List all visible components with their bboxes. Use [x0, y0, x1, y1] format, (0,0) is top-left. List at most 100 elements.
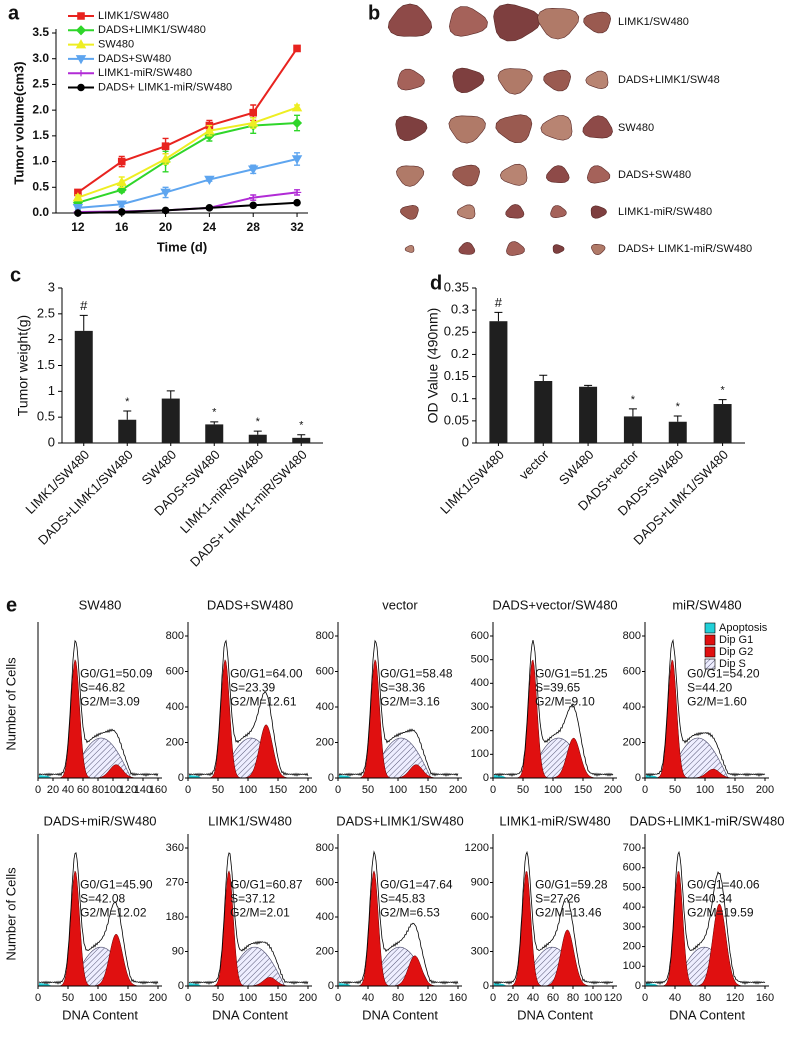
- x-tick-label: 160: [756, 992, 774, 1004]
- y-tick-label: 0.15: [444, 368, 469, 383]
- stat-text: G0/G1=54.20: [687, 667, 760, 681]
- y-tick-label: 270: [166, 876, 184, 888]
- legend-label: Dip G1: [719, 634, 753, 646]
- tumor-image: [586, 165, 611, 184]
- legend-label: Dip S: [719, 658, 746, 670]
- plot-title: DADS+LIMK1/SW480: [336, 813, 464, 828]
- y-tick-label: 2.5: [32, 77, 49, 91]
- x-tick-label: 140: [134, 784, 152, 796]
- stat-text: G0/G1=58.48: [380, 667, 453, 681]
- stat-text: S=23.39: [230, 681, 275, 695]
- stat-text: G0/G1=60.87: [230, 877, 303, 891]
- y-tick-label: 1.5: [37, 357, 55, 372]
- stat-text: G2/M=2.01: [230, 905, 290, 919]
- tumor-group-label: DADS+LIMK1/SW48: [618, 74, 720, 86]
- histogram-outline: [645, 638, 766, 778]
- legend-swatch: [704, 646, 716, 658]
- x-tick-label: 120: [119, 784, 137, 796]
- marker: [161, 206, 170, 215]
- y-tick-label: 0: [328, 772, 334, 784]
- error-bar: [494, 311, 503, 322]
- y-tick-label: 700: [623, 842, 641, 854]
- histogram-outline: [338, 850, 459, 986]
- histogram-outline: [338, 639, 459, 777]
- x-tick-label: 12: [71, 220, 85, 234]
- apoptosis-area: [39, 775, 52, 778]
- y-tick-label: 400: [316, 911, 334, 923]
- y-tick-label: 1: [48, 383, 55, 398]
- x-tick-label: 100: [389, 784, 407, 796]
- histogram-outline: [493, 639, 614, 777]
- y-tick-label: 300: [471, 701, 489, 713]
- bar: [668, 421, 687, 443]
- bar: [292, 437, 311, 443]
- legend-label: DADS+LIMK1/SW480: [98, 24, 206, 36]
- stat-text: G2/M=12.02: [80, 905, 147, 919]
- x-tick-label: 50: [517, 784, 529, 796]
- apoptosis-area: [189, 983, 202, 986]
- tumor-group-label: SW480: [618, 122, 654, 134]
- x-tick-label: 40: [62, 784, 74, 796]
- marker: [75, 39, 87, 49]
- tumor-group-label: DADS+SW480: [618, 169, 691, 181]
- y-tick-label: 0.5: [37, 409, 55, 424]
- y-tick-label: 800: [166, 630, 184, 642]
- tumor-image: [505, 204, 525, 219]
- x-axis-label: Time (d): [157, 239, 207, 254]
- x-tick-label: 120: [726, 992, 744, 1004]
- x-tick-label: 200: [149, 992, 167, 1004]
- y-tick-label: 400: [316, 701, 334, 713]
- plot-title: miR/SW480: [672, 597, 741, 612]
- x-tick-label: vector: [516, 446, 552, 482]
- y-tick-label: 0: [483, 772, 489, 784]
- x-tick-label: 50: [669, 784, 681, 796]
- x-axis-label: DNA Content: [517, 1007, 593, 1022]
- x-tick-label: 50: [62, 992, 74, 1004]
- tumor-image: [449, 6, 488, 37]
- panel-letter: b: [368, 2, 380, 24]
- x-tick-label: 150: [269, 784, 287, 796]
- error-bar: [718, 399, 727, 405]
- marker: [116, 176, 127, 186]
- bar: [74, 330, 93, 443]
- y-tick-label: 800: [316, 630, 334, 642]
- x-tick-label: 200: [449, 784, 467, 796]
- marker: [247, 117, 259, 127]
- y-tick-label: 0.2: [451, 346, 469, 361]
- tumor-image: [396, 165, 425, 187]
- dip-s-area: [189, 737, 308, 779]
- error-bar: [539, 374, 548, 381]
- y-tick-label: 400: [166, 701, 184, 713]
- tumor-image: [404, 245, 415, 253]
- x-axis-label: DNA Content: [669, 1007, 745, 1022]
- x-tick-label: 0: [642, 992, 648, 1004]
- marker: [74, 209, 82, 217]
- x-tick-label: 150: [419, 784, 437, 796]
- histogram-outline: [188, 639, 309, 778]
- x-tick-label: 150: [574, 784, 592, 796]
- legend-swatch: [704, 634, 716, 646]
- y-axis-label: Number of Cells: [3, 657, 18, 751]
- x-tick-label: 28: [247, 220, 261, 234]
- x-tick-label: 0: [490, 992, 496, 1004]
- stat-text: S=45.83: [380, 891, 425, 905]
- panel-letter: c: [10, 264, 21, 286]
- plot-title: DADS+miR/SW480: [43, 813, 156, 828]
- plot-title: LIMK1-miR/SW480: [499, 813, 610, 828]
- y-tick-label: 0.0: [32, 205, 49, 219]
- stat-text: G2/M=9.10: [535, 695, 595, 709]
- tumor-image: [452, 164, 480, 187]
- x-tick-label: 80: [92, 784, 104, 796]
- x-tick-label: 200: [299, 992, 317, 1004]
- stat-text: S=27.26: [535, 891, 580, 905]
- tumor-image: [400, 205, 419, 220]
- y-tick-label: 0: [635, 772, 641, 784]
- x-tick-label: 24: [203, 220, 217, 234]
- dip-s-area: [39, 946, 158, 987]
- y-tick-label: 600: [166, 665, 184, 677]
- tumor-image: [543, 69, 571, 92]
- error-bar: [584, 384, 593, 387]
- stat-text: G2/M=13.46: [535, 905, 602, 919]
- x-tick-label: 50: [362, 784, 374, 796]
